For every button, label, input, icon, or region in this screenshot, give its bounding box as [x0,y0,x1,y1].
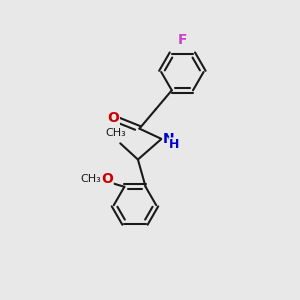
Text: H: H [169,138,179,151]
Text: CH₃: CH₃ [106,128,126,138]
Text: O: O [107,111,119,125]
Text: CH₃: CH₃ [80,174,101,184]
Text: N: N [163,132,175,146]
Text: F: F [178,33,187,47]
Text: O: O [101,172,113,186]
